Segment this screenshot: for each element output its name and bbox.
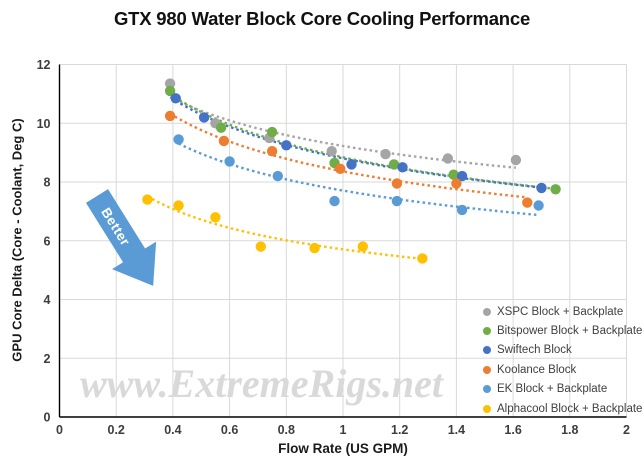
x-tick-label: 0.6 <box>221 423 238 437</box>
x-tick-label: 1.4 <box>448 423 465 437</box>
data-point-series-4 <box>456 204 468 216</box>
trendline-series-0 <box>169 96 517 169</box>
data-point-series-3 <box>266 146 278 157</box>
data-point-series-5 <box>417 253 428 264</box>
legend-marker-icon <box>483 365 491 374</box>
data-point-series-4 <box>391 195 403 207</box>
data-point-series-2 <box>456 170 468 182</box>
legend-label: Alphacool Block + Backplate <box>497 402 643 415</box>
x-tick-label: 0.8 <box>278 423 295 437</box>
x-tick-label: 1 <box>340 423 347 437</box>
y-tick-label: 8 <box>44 176 51 190</box>
data-point-series-3 <box>218 135 230 147</box>
data-point-series-2 <box>198 112 210 123</box>
legend-item: Alphacool Block + Backplate <box>483 399 642 418</box>
trendline-series-5 <box>146 195 423 260</box>
x-tick-label: 0 <box>56 423 63 437</box>
data-point-series-2 <box>281 140 292 151</box>
data-point-series-5 <box>173 200 184 211</box>
data-point-series-5 <box>255 241 266 252</box>
data-point-series-1 <box>266 126 278 138</box>
x-tick-label: 1.8 <box>561 423 578 437</box>
x-axis-title: Flow Rate (US GPM) <box>278 441 408 456</box>
trendline-series-3 <box>169 112 528 199</box>
data-point-series-0 <box>442 153 454 164</box>
legend-marker-icon <box>483 404 491 413</box>
data-point-series-1 <box>448 169 459 180</box>
data-point-series-4 <box>329 195 340 207</box>
x-tick-label: 0.2 <box>108 423 125 437</box>
y-tick-label: 12 <box>37 58 51 72</box>
legend-item: Bitspower Block + Backplate <box>483 321 642 340</box>
data-point-series-4 <box>533 200 544 211</box>
y-tick-label: 6 <box>44 234 51 248</box>
better-arrow-shape <box>85 189 157 286</box>
data-point-series-1 <box>164 85 176 97</box>
data-point-series-1 <box>550 184 561 195</box>
legend-marker-icon <box>483 385 491 394</box>
legend-label: Swiftech Block <box>497 344 572 357</box>
legend: XSPC Block + Backplate Bitspower Block + … <box>483 302 642 418</box>
x-tick-label: 1.2 <box>391 423 408 437</box>
data-point-series-2 <box>346 159 357 170</box>
legend-marker-icon <box>483 346 491 355</box>
data-point-series-3 <box>522 197 533 208</box>
data-point-series-0 <box>164 78 176 89</box>
data-point-series-3 <box>391 178 403 189</box>
data-point-series-5 <box>309 242 320 254</box>
data-point-series-2 <box>397 162 408 173</box>
y-axis-title: GPU Core Delta (Core - Coolant, Deg C) <box>9 118 25 362</box>
data-point-series-0 <box>510 154 522 166</box>
data-point-series-3 <box>164 110 176 122</box>
data-point-series-4 <box>224 156 235 167</box>
data-point-series-4 <box>272 170 283 182</box>
legend-item: Koolance Block <box>483 360 642 379</box>
legend-marker-icon <box>483 327 491 336</box>
data-point-series-2 <box>536 182 547 194</box>
y-tick-label: 0 <box>44 411 51 425</box>
data-point-series-4 <box>173 134 184 145</box>
data-point-series-5 <box>142 194 153 205</box>
x-tick-label: 1.6 <box>504 423 521 437</box>
legend-label: Koolance Block <box>497 363 577 376</box>
x-tick-label: 0.4 <box>164 423 181 437</box>
data-point-series-5 <box>357 241 368 252</box>
data-point-series-1 <box>215 122 227 133</box>
trendline-series-2 <box>175 99 542 189</box>
data-point-series-5 <box>210 212 221 223</box>
legend-marker-icon <box>483 307 491 316</box>
y-tick-label: 10 <box>37 117 51 131</box>
data-point-series-0 <box>326 146 337 157</box>
x-tick-label: 2 <box>623 423 630 437</box>
chart-title: GTX 980 Water Block Core Cooling Perform… <box>113 8 531 29</box>
legend-label: Bitspower Block + Backplate <box>497 325 643 338</box>
legend-item: XSPC Block + Backplate <box>483 302 642 321</box>
data-point-series-0 <box>380 148 391 160</box>
legend-item: Swiftech Block <box>483 341 642 360</box>
data-point-series-3 <box>335 163 346 174</box>
y-tick-label: 4 <box>44 293 51 307</box>
data-point-series-2 <box>170 93 181 104</box>
y-tick-label: 2 <box>44 352 51 366</box>
legend-label: EK Block + Backplate <box>497 383 608 396</box>
trendline-series-4 <box>178 142 539 217</box>
legend-item: EK Block + Backplate <box>483 380 642 399</box>
data-point-series-1 <box>388 159 400 170</box>
legend-label: XSPC Block + Backplate <box>497 305 624 318</box>
data-point-series-3 <box>451 178 462 189</box>
